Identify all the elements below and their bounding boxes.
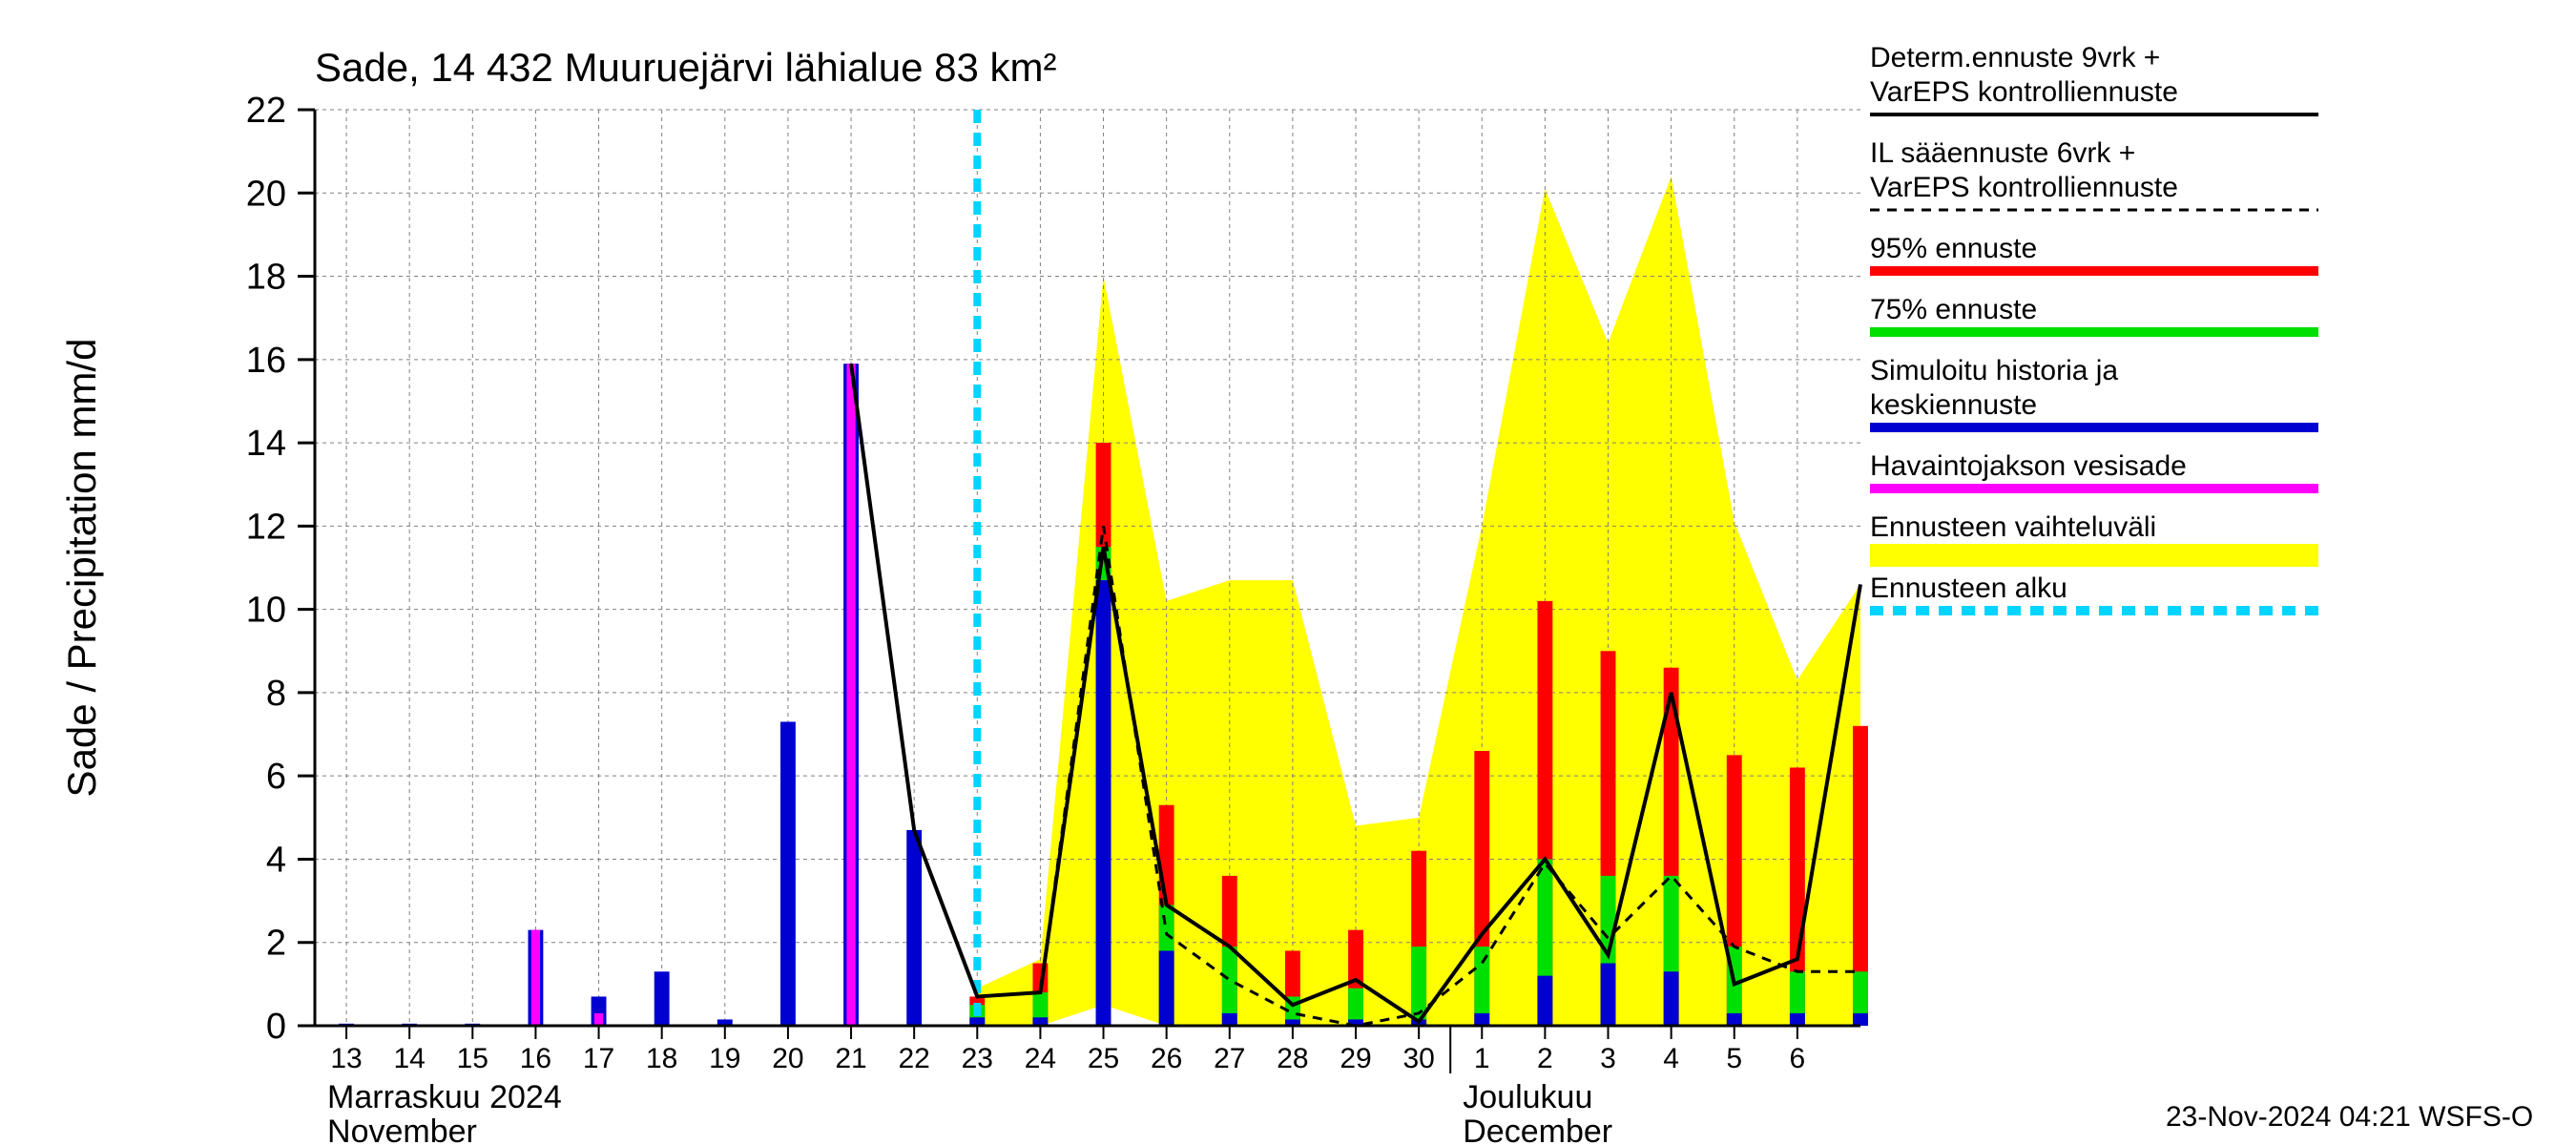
month-label: November	[327, 1114, 477, 1145]
x-tick-label: 21	[835, 1043, 866, 1074]
x-tick-label: 30	[1402, 1043, 1434, 1074]
legend-label: Ennusteen vaihteluväli	[1870, 511, 2156, 543]
month-label: December	[1463, 1114, 1612, 1145]
legend-label: VarEPS kontrolliennuste	[1870, 172, 2178, 203]
x-tick-label: 17	[583, 1043, 614, 1074]
month-label: Marraskuu 2024	[327, 1079, 562, 1115]
x-tick-label: 16	[520, 1043, 551, 1074]
legend-label: Havaintojakson vesisade	[1870, 450, 2187, 482]
x-tick-label: 4	[1663, 1043, 1679, 1074]
month-label: Joulukuu	[1463, 1079, 1592, 1115]
y-tick-label: 16	[246, 341, 286, 381]
y-tick-label: 2	[266, 924, 286, 964]
legend-label: keskiennuste	[1870, 389, 2037, 421]
x-tick-label: 28	[1277, 1043, 1308, 1074]
legend-label: IL sääennuste 6vrk +	[1870, 137, 2135, 169]
x-tick-label: 6	[1790, 1043, 1806, 1074]
legend-label: Simuloitu historia ja	[1870, 355, 2118, 386]
legend-label: 95% ennuste	[1870, 233, 2037, 264]
y-tick-label: 8	[266, 674, 286, 714]
y-tick-label: 18	[246, 258, 286, 298]
x-tick-label: 20	[772, 1043, 803, 1074]
y-tick-label: 0	[266, 1007, 286, 1047]
x-tick-label: 2	[1537, 1043, 1553, 1074]
x-tick-label: 18	[646, 1043, 677, 1074]
x-tick-label: 1	[1474, 1043, 1490, 1074]
x-tick-label: 3	[1600, 1043, 1616, 1074]
legend-label: Determ.ennuste 9vrk +	[1870, 42, 2160, 73]
legend-label: Ennusteen alku	[1870, 572, 2067, 604]
legend-label: 75% ennuste	[1870, 294, 2037, 325]
y-tick-label: 14	[246, 424, 286, 464]
y-tick-label: 22	[246, 91, 286, 131]
x-tick-label: 14	[393, 1043, 425, 1074]
x-tick-label: 15	[457, 1043, 488, 1074]
x-tick-label: 24	[1025, 1043, 1056, 1074]
precipitation-chart: 0246810121416182022131415161718192021222…	[0, 0, 2576, 1145]
x-tick-label: 22	[898, 1043, 929, 1074]
x-tick-label: 23	[962, 1043, 993, 1074]
y-tick-label: 4	[266, 840, 286, 880]
chart-title: Sade, 14 432 Muuruejärvi lähialue 83 km²	[315, 45, 1056, 90]
y-tick-label: 20	[246, 174, 286, 214]
y-tick-label: 12	[246, 507, 286, 547]
timestamp: 23-Nov-2024 04:21 WSFS-O	[2166, 1101, 2533, 1133]
x-tick-label: 29	[1340, 1043, 1371, 1074]
x-tick-label: 25	[1088, 1043, 1119, 1074]
x-tick-label: 26	[1151, 1043, 1182, 1074]
y-axis-label: Sade / Precipitation mm/d	[59, 339, 104, 798]
x-tick-label: 13	[330, 1043, 362, 1074]
y-tick-label: 6	[266, 757, 286, 797]
x-tick-label: 5	[1726, 1043, 1742, 1074]
x-tick-label: 27	[1214, 1043, 1245, 1074]
y-tick-label: 10	[246, 591, 286, 631]
legend-label: VarEPS kontrolliennuste	[1870, 76, 2178, 108]
x-tick-label: 19	[709, 1043, 740, 1074]
